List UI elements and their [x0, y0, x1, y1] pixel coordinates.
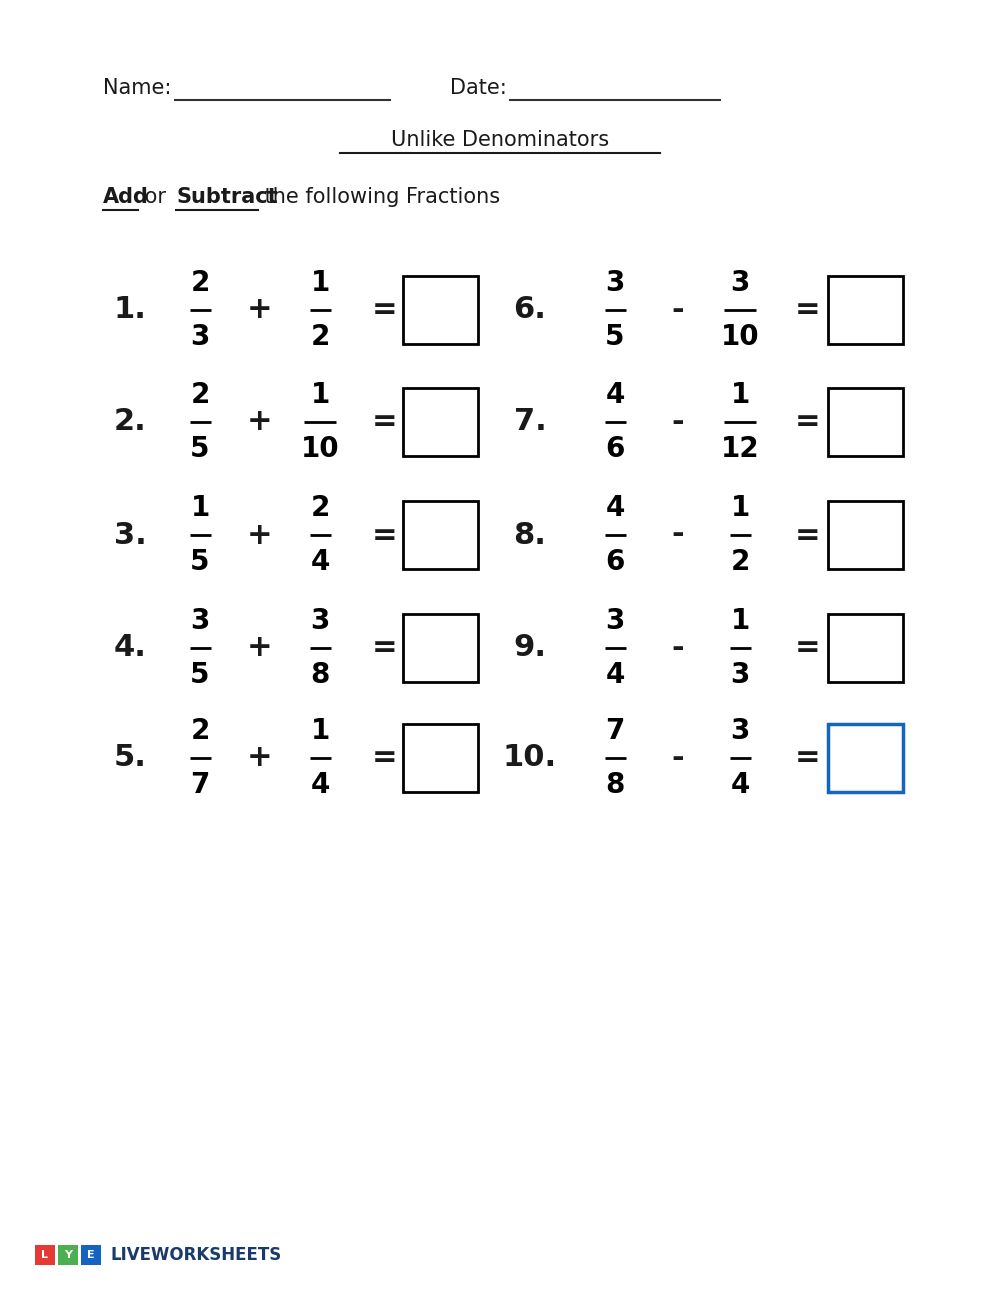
Text: +: +: [247, 634, 273, 662]
Text: 2: 2: [190, 269, 210, 297]
Text: 1.: 1.: [114, 296, 146, 324]
Text: 4: 4: [605, 661, 625, 689]
Text: 2: 2: [190, 381, 210, 409]
Bar: [402, 276, 478, 343]
Text: 1: 1: [190, 494, 210, 522]
Text: L: L: [42, 1250, 48, 1260]
Text: 5: 5: [190, 435, 210, 463]
Text: =: =: [795, 296, 821, 324]
Text: 10: 10: [721, 323, 759, 351]
Text: =: =: [372, 744, 398, 772]
Text: 3: 3: [310, 607, 330, 635]
Text: 5: 5: [190, 661, 210, 689]
Bar: [402, 724, 478, 791]
Bar: [828, 501, 902, 569]
Text: or: or: [138, 187, 173, 207]
Text: =: =: [795, 408, 821, 436]
Text: 10.: 10.: [503, 744, 557, 772]
Text: 7: 7: [605, 717, 625, 745]
Text: -: -: [672, 520, 684, 550]
Text: 1: 1: [310, 269, 330, 297]
Text: Name:: Name:: [103, 77, 171, 98]
Text: 5.: 5.: [114, 744, 146, 772]
Text: 4.: 4.: [114, 634, 146, 662]
Text: 2.: 2.: [114, 408, 146, 436]
Text: 3: 3: [605, 607, 625, 635]
Text: Date:: Date:: [450, 77, 507, 98]
Text: -: -: [672, 634, 684, 662]
Bar: [402, 615, 478, 682]
Text: 3: 3: [730, 717, 750, 745]
Text: 1: 1: [310, 717, 330, 745]
Text: 3: 3: [605, 269, 625, 297]
Text: LIVEWORKSHEETS: LIVEWORKSHEETS: [110, 1246, 281, 1264]
Text: 1: 1: [730, 494, 750, 522]
Text: -: -: [672, 744, 684, 772]
Text: the following Fractions: the following Fractions: [258, 187, 500, 207]
Text: =: =: [795, 520, 821, 550]
Text: 8: 8: [310, 661, 330, 689]
Text: +: +: [247, 408, 273, 436]
Text: 2: 2: [730, 547, 750, 576]
Bar: [58, 1245, 78, 1265]
Text: =: =: [372, 296, 398, 324]
Text: 6.: 6.: [514, 296, 546, 324]
Bar: [828, 615, 902, 682]
Text: +: +: [247, 520, 273, 550]
Text: Add: Add: [103, 187, 149, 207]
Text: =: =: [372, 634, 398, 662]
Text: 6: 6: [605, 435, 625, 463]
Bar: [35, 1245, 55, 1265]
Text: Y: Y: [64, 1250, 72, 1260]
Text: 5: 5: [190, 547, 210, 576]
Text: 5: 5: [605, 323, 625, 351]
Text: 2: 2: [190, 717, 210, 745]
Text: 1: 1: [310, 381, 330, 409]
Text: E: E: [87, 1250, 95, 1260]
Text: 4: 4: [730, 771, 750, 799]
Text: 3: 3: [190, 323, 210, 351]
Bar: [828, 724, 902, 791]
Text: 2: 2: [310, 494, 330, 522]
Text: 3: 3: [730, 661, 750, 689]
Text: 12: 12: [721, 435, 759, 463]
Bar: [402, 501, 478, 569]
Text: 1: 1: [730, 607, 750, 635]
Text: 7.: 7.: [514, 408, 546, 436]
Text: 1: 1: [730, 381, 750, 409]
Text: 3: 3: [730, 269, 750, 297]
Text: 4: 4: [310, 771, 330, 799]
Text: 7: 7: [190, 771, 210, 799]
Text: =: =: [795, 744, 821, 772]
Text: =: =: [372, 520, 398, 550]
Bar: [828, 389, 902, 456]
Text: 3: 3: [190, 607, 210, 635]
Bar: [81, 1245, 101, 1265]
Text: 8.: 8.: [514, 520, 546, 550]
Text: =: =: [372, 408, 398, 436]
Text: 4: 4: [605, 381, 625, 409]
Text: +: +: [247, 744, 273, 772]
Text: 10: 10: [301, 435, 339, 463]
Text: -: -: [672, 408, 684, 436]
Bar: [828, 276, 902, 343]
Text: -: -: [672, 296, 684, 324]
Text: 2: 2: [310, 323, 330, 351]
Text: Subtract: Subtract: [176, 187, 278, 207]
Text: 8: 8: [605, 771, 625, 799]
Text: Unlike Denominators: Unlike Denominators: [391, 130, 609, 150]
Text: 9.: 9.: [514, 634, 546, 662]
Text: 4: 4: [310, 547, 330, 576]
Text: 4: 4: [605, 494, 625, 522]
Text: =: =: [795, 634, 821, 662]
Bar: [402, 389, 478, 456]
Text: +: +: [247, 296, 273, 324]
Text: 3.: 3.: [114, 520, 146, 550]
Text: 6: 6: [605, 547, 625, 576]
